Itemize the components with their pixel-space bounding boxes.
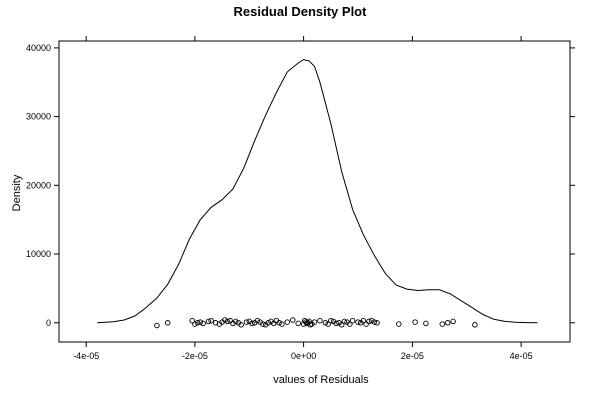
rug-point xyxy=(197,319,204,325)
rug-point xyxy=(347,321,353,327)
y-tick-label: 10000 xyxy=(26,249,51,259)
rug-point xyxy=(450,318,456,325)
plot-frame xyxy=(58,40,571,343)
rug-point xyxy=(227,317,233,324)
rug-point xyxy=(249,320,255,327)
y-tick-label: 0 xyxy=(46,318,51,328)
rug-point xyxy=(208,317,214,324)
rug-point xyxy=(368,317,375,324)
rug-point xyxy=(254,317,261,324)
rug-point xyxy=(265,320,272,326)
x-tick-label: 0e+00 xyxy=(291,351,316,361)
rug-point xyxy=(154,322,160,329)
rug-point xyxy=(444,320,451,326)
rug-point xyxy=(192,321,198,327)
axis-tick-labels: -4e-05 -2e-05 0e+00 2e-05 4e-05 0 10000 20000 30… xyxy=(26,43,533,361)
rug-point xyxy=(328,317,334,324)
rug-point xyxy=(276,320,282,326)
rug-point xyxy=(396,321,402,327)
rug-point xyxy=(189,317,195,324)
rug-point xyxy=(371,319,378,325)
rug-point xyxy=(311,319,318,325)
rug-point xyxy=(341,318,348,325)
rug-point xyxy=(412,319,418,325)
rug-points xyxy=(154,317,478,329)
y-tick-label: 30000 xyxy=(26,112,51,122)
y-axis-label: Density xyxy=(11,174,23,211)
x-tick-label: 4e-05 xyxy=(510,351,533,361)
rug-point xyxy=(222,317,228,323)
rug-point xyxy=(290,317,296,323)
y-tick-label: 40000 xyxy=(26,43,51,53)
rug-point xyxy=(423,320,429,327)
rug-point xyxy=(472,322,478,328)
rug-point xyxy=(366,318,372,325)
rug-point xyxy=(260,321,266,327)
x-tick-label: -4e-05 xyxy=(73,351,99,361)
rug-point xyxy=(224,318,231,325)
y-tick-label: 20000 xyxy=(26,180,51,190)
rug-point xyxy=(360,317,367,324)
x-tick-label: -2e-05 xyxy=(182,351,208,361)
chart-title: Residual Density Plot xyxy=(234,4,368,19)
rug-point xyxy=(238,322,244,328)
x-tick-label: 2e-05 xyxy=(401,351,424,361)
rug-point xyxy=(317,317,323,324)
rug-point xyxy=(284,319,291,325)
rug-point xyxy=(355,319,361,325)
rug-point xyxy=(363,321,369,327)
rug-point xyxy=(322,320,329,326)
x-axis-label: values of Residuals xyxy=(273,374,369,386)
density-curve xyxy=(97,59,538,324)
rug-point xyxy=(333,320,339,327)
rug-point xyxy=(349,317,356,324)
rug-point xyxy=(243,319,250,325)
rug-point xyxy=(200,320,206,327)
rug-point xyxy=(164,320,171,326)
rug-point xyxy=(295,320,301,327)
rug-point xyxy=(338,322,345,328)
rug-point xyxy=(194,320,201,326)
axis-ticks xyxy=(54,36,575,347)
rug-point xyxy=(279,321,285,327)
rug-point xyxy=(325,321,331,327)
rug-point xyxy=(205,318,212,325)
rug-point xyxy=(374,320,380,326)
rug-point xyxy=(439,321,446,327)
rug-point xyxy=(232,318,239,325)
